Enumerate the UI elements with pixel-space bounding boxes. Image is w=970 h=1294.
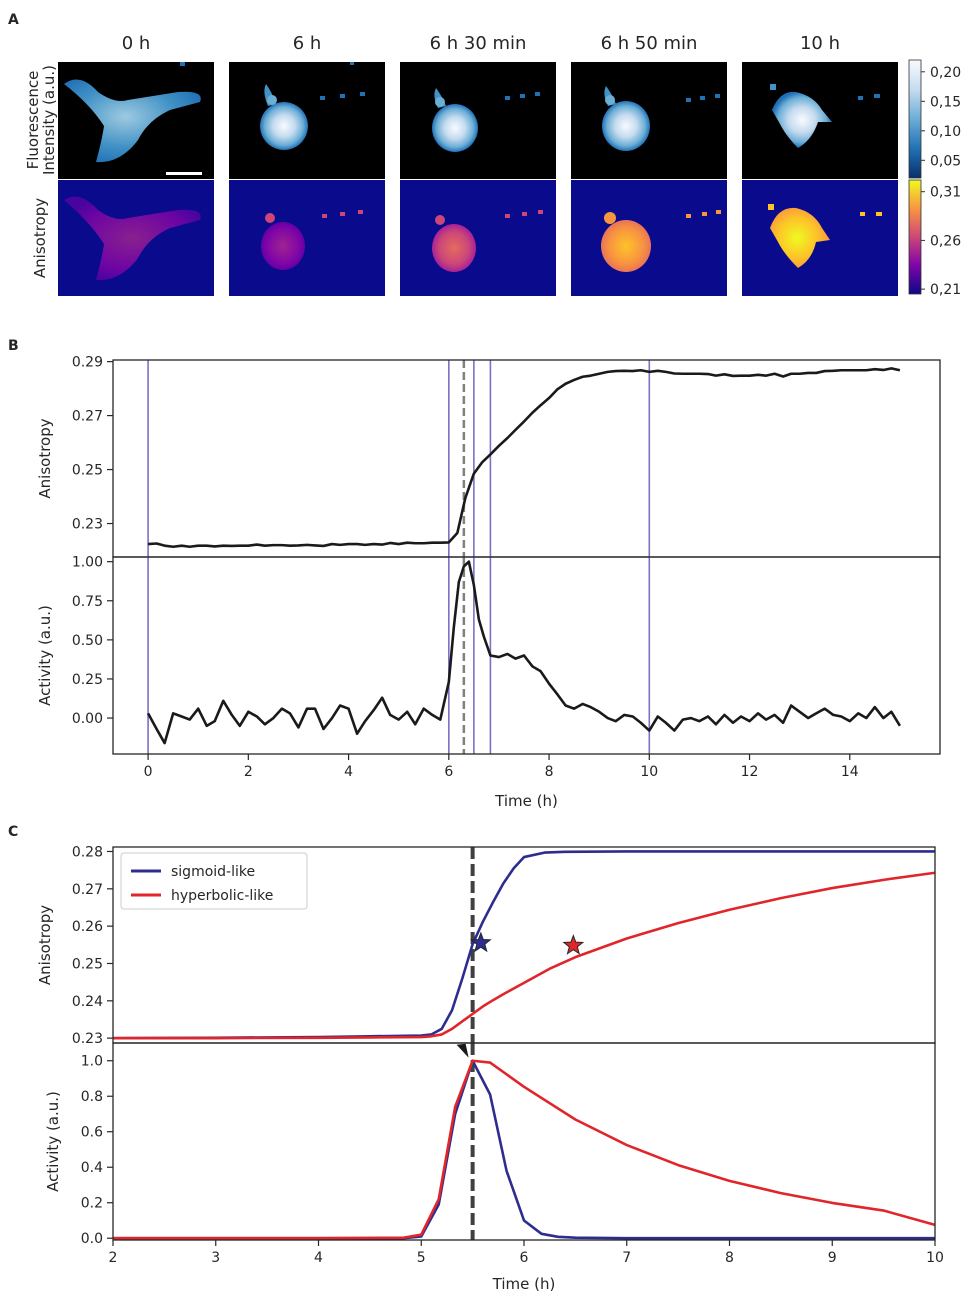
axes-frame	[112, 1042, 936, 1241]
x-tick-label: 0	[144, 764, 153, 780]
anisotropy-image-0h	[58, 180, 214, 296]
y-tick-label: 0.8	[81, 1089, 103, 1105]
x-tick-label: 10	[640, 764, 658, 780]
colorbar-tick-label: 0,15	[930, 94, 961, 110]
time-label-6h: 6 h	[293, 33, 322, 54]
y-axis-label: Anisotropy	[36, 418, 54, 498]
time-label-6h30: 6 h 30 min	[430, 33, 527, 54]
y-tick-label: 0.00	[72, 711, 103, 727]
colorbar-tick-label: 0,31	[930, 185, 961, 201]
legend-label: sigmoid-like	[171, 864, 255, 880]
x-tick-label: 7	[622, 1250, 631, 1266]
y-tick-label: 0.4	[81, 1160, 103, 1176]
series-line-hyperbolic-like	[113, 871, 936, 1040]
x-tick-label: 3	[211, 1250, 220, 1266]
star-marker	[562, 934, 585, 955]
y-tick-label: 0.50	[72, 633, 103, 649]
fluorescence-image-6h30	[400, 62, 556, 179]
x-tick-label: 5	[417, 1250, 426, 1266]
panel-letter-c: C	[8, 824, 18, 840]
x-tick-label: 9	[828, 1250, 837, 1266]
y-tick-label: 0.75	[72, 594, 103, 610]
y-axis-label: Anisotropy	[36, 905, 54, 985]
fluorescence-image-10h	[742, 62, 898, 179]
y-axis-label: Activity (a.u.)	[36, 605, 54, 706]
axes-frame	[112, 556, 941, 755]
y-tick-label: 0.6	[81, 1125, 103, 1141]
chart-c-activity: 0.0 0.2 0.4 0.6 0.8 1.0 2 3 4 5 6 7 8 9 10 Activity (a.…	[44, 1042, 944, 1293]
chart-c-anisotropy: 0.23 0.24 0.25 0.26 0.27 0.28 Anisotropy sigmoi…	[36, 844, 936, 1047]
colorbar-tick-label: 0,20	[930, 65, 961, 81]
panel-a-image-grid: 0 h 6 h 6 h 30 min 6 h 50 min 10 h Fluor…	[24, 33, 961, 298]
star-marker	[469, 931, 492, 953]
x-tick-label: 10	[926, 1250, 944, 1266]
row-label-anisotropy: Anisotropy	[31, 198, 49, 278]
series-line-hyperbolic-like	[113, 1059, 936, 1240]
y-tick-label: 0.25	[72, 956, 103, 972]
colorbar-tick-label: 0,21	[930, 282, 961, 298]
x-tick-label: 14	[841, 764, 859, 780]
series-line-data	[147, 367, 901, 549]
axes-frame	[112, 359, 941, 558]
time-label-6h50: 6 h 50 min	[601, 33, 698, 54]
anisotropy-colorbar: 0,31 0,26 0,21	[908, 179, 961, 298]
row-label-fluorescence-line2: Intensity (a.u.)	[40, 65, 58, 175]
x-tick-label: 4	[344, 764, 353, 780]
peak-arrow	[456, 1043, 469, 1058]
x-tick-label: 2	[109, 1250, 118, 1266]
y-tick-label: 0.23	[72, 1031, 103, 1047]
fluorescence-image-6h	[229, 62, 385, 179]
chart-b-anisotropy: 0.23 0.25 0.27 0.29 Anisotropy	[36, 355, 941, 558]
row-label-fluorescence-line1: Fluorescence	[24, 71, 42, 170]
x-tick-label: 6	[444, 764, 453, 780]
legend-box	[120, 852, 308, 910]
fluorescence-image-0h	[58, 62, 214, 179]
y-tick-label: 0.27	[72, 409, 103, 425]
colorbar-tick-label: 0,26	[930, 233, 961, 249]
time-label-10h: 10 h	[800, 33, 840, 54]
fluorescence-image-6h50	[571, 62, 727, 179]
fluorescence-colorbar: 0,20 0,15 0,10 0,05	[908, 59, 961, 179]
y-tick-label: 0.24	[72, 994, 103, 1010]
anisotropy-image-10h	[742, 180, 898, 296]
colorbar-tick-label: 0,10	[930, 124, 961, 140]
colorbar-tick-label: 0,05	[930, 153, 961, 169]
y-tick-label: 0.27	[72, 882, 103, 898]
y-tick-label: 0.23	[72, 517, 103, 533]
x-axis-label: Time (h)	[492, 1275, 556, 1293]
panel-letter-a: A	[8, 12, 19, 28]
x-tick-label: 8	[545, 764, 554, 780]
y-tick-label: 1.00	[72, 555, 103, 571]
y-tick-label: 0.29	[72, 355, 103, 371]
x-tick-label: 8	[725, 1250, 734, 1266]
x-tick-label: 4	[314, 1250, 323, 1266]
x-tick-label: 6	[520, 1250, 529, 1266]
anisotropy-image-6h50	[571, 180, 727, 296]
x-tick-label: 12	[741, 764, 759, 780]
y-tick-label: 0.2	[81, 1196, 103, 1212]
series-line-data	[146, 560, 902, 745]
y-tick-label: 0.28	[72, 844, 103, 860]
x-tick-label: 2	[244, 764, 253, 780]
chart-b-activity: 0.00 0.25 0.50 0.75 1.00 0 2 4 6 8 10 12 14 Activity …	[36, 555, 941, 810]
y-tick-label: 0.26	[72, 919, 103, 935]
y-tick-label: 0.25	[72, 672, 103, 688]
anisotropy-image-6h30	[400, 180, 556, 296]
time-label-0h: 0 h	[122, 33, 151, 54]
anisotropy-image-6h	[229, 180, 385, 296]
panel-letter-b: B	[8, 338, 19, 354]
y-tick-label: 0.0	[81, 1231, 103, 1247]
y-axis-label: Activity (a.u.)	[44, 1091, 62, 1192]
y-tick-label: 1.0	[81, 1054, 103, 1070]
legend-label: hyperbolic-like	[171, 888, 273, 904]
y-tick-label: 0.25	[72, 463, 103, 479]
x-axis-label: Time (h)	[494, 792, 558, 810]
